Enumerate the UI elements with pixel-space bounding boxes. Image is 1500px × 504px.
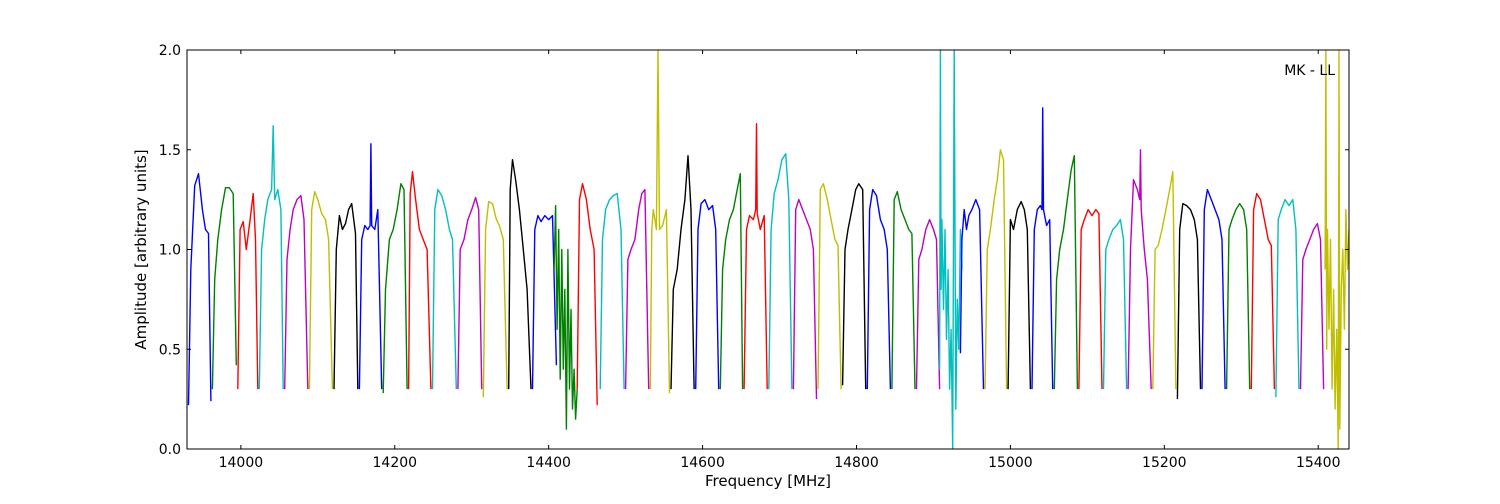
series-line-7 [333, 202, 359, 390]
x-tick-label: 14200 [373, 455, 418, 471]
annotation-label: MK - LL [1284, 63, 1335, 79]
series-line-6 [308, 190, 334, 390]
x-axis-label: Frequency [MHz] [705, 472, 831, 490]
series-line-10 [407, 170, 432, 390]
y-tick-label: 1.0 [159, 243, 181, 259]
series-line-44 [1225, 202, 1251, 390]
series-line-12 [457, 196, 483, 390]
series-line-13 [482, 200, 508, 398]
series-line-28 [841, 182, 867, 390]
series-line-37 [1053, 154, 1079, 390]
y-tick-label: 1.5 [159, 143, 181, 159]
series-line-1 [187, 172, 212, 406]
series-line-16 [553, 204, 578, 430]
series-line-35 [1007, 200, 1032, 390]
series-line-2 [211, 186, 237, 390]
series-line-8 [358, 143, 383, 390]
series-line-15 [531, 214, 558, 390]
x-tick-label: 14800 [834, 455, 879, 471]
y-tick-label: 0.5 [159, 342, 181, 358]
series-line-46 [1275, 198, 1300, 398]
series-line-4 [258, 125, 284, 390]
x-tick-label: 14600 [680, 455, 725, 471]
series-line-29 [866, 188, 892, 390]
series-line-43 [1201, 188, 1226, 390]
series-line-23 [719, 172, 744, 390]
series-line-39 [1102, 218, 1128, 390]
series-line-25 [768, 152, 793, 390]
axes-layer: 14000 14200 14400 14600 14800 15000 15200 15400… [159, 43, 1349, 471]
series-line-31 [915, 218, 941, 390]
series-line-45 [1250, 192, 1276, 390]
x-tick-label: 15000 [988, 455, 1033, 471]
series-line-36 [1031, 107, 1054, 390]
series-line-9 [382, 182, 408, 394]
series-line-48 [1324, 50, 1349, 449]
x-tick-label: 15400 [1296, 455, 1341, 471]
series-line-11 [431, 188, 457, 390]
series-line-5 [284, 194, 309, 390]
series-line-3 [237, 192, 259, 390]
series-line-38 [1078, 208, 1103, 390]
series-line-34 [984, 149, 1008, 390]
series-line-41 [1152, 170, 1177, 390]
x-tick-label: 14000 [219, 455, 264, 471]
series-line-21 [670, 154, 695, 390]
series-line-40 [1127, 149, 1152, 390]
series-layer [187, 50, 1349, 449]
series-line-24 [743, 123, 768, 390]
series-line-26 [792, 198, 818, 400]
y-tick-label: 2.0 [159, 43, 181, 59]
series-line-32 [938, 50, 963, 449]
series-line-47 [1299, 222, 1325, 390]
series-line-30 [891, 190, 916, 390]
series-line-19 [624, 188, 650, 390]
x-tick-label: 15200 [1142, 455, 1187, 471]
series-line-22 [695, 198, 720, 390]
x-tick-label: 14400 [526, 455, 571, 471]
series-line-42 [1176, 202, 1202, 400]
series-line-20 [649, 50, 671, 394]
series-line-17 [576, 182, 598, 406]
series-line-33 [959, 198, 985, 390]
series-line-14 [508, 158, 532, 390]
series-line-27 [817, 182, 842, 390]
series-line-18 [599, 192, 625, 390]
y-axis-label: Amplitude [arbitrary units] [132, 149, 150, 349]
y-tick-label: 0.0 [159, 442, 181, 458]
